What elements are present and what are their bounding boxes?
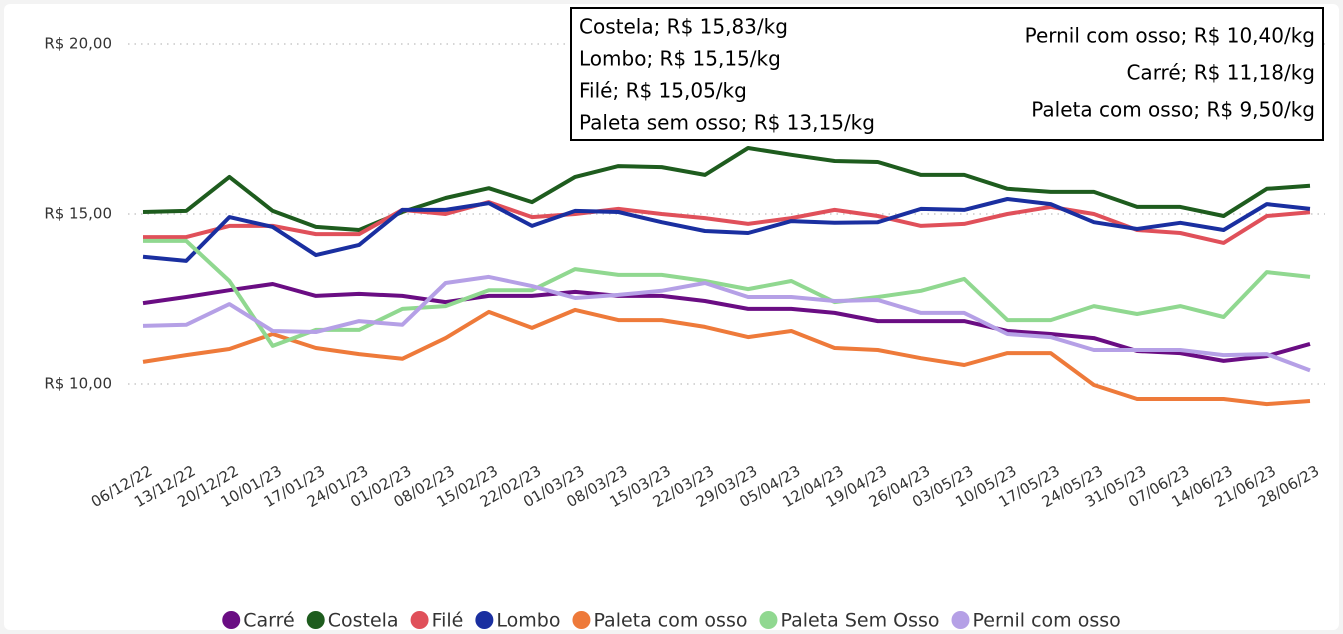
legend-marker — [222, 611, 241, 629]
series-line — [142, 274, 1311, 373]
y-tick-label: R$ 10,00 — [44, 375, 112, 393]
annotation-box — [570, 7, 1324, 141]
legend-label: Carré — [243, 610, 294, 632]
series-line — [142, 197, 1311, 263]
series-line — [142, 282, 1311, 363]
series-line — [143, 200, 1311, 245]
legend-marker — [475, 611, 494, 629]
annotation-text: Lombo; R$ 15,15/kg — [579, 47, 781, 71]
annotation-text: Carré; R$ 11,18/kg — [1126, 61, 1315, 85]
legend-label: Paleta Sem Osso — [780, 610, 939, 632]
series-line — [143, 238, 1311, 348]
legend: Carré Costela Filé Lombo Paleta com osso Pale… — [222, 610, 1121, 632]
legend-marker — [759, 611, 778, 629]
legend-label: Paleta com osso — [593, 610, 747, 632]
legend-marker — [951, 611, 970, 629]
y-tick-label: R$ 20,00 — [44, 35, 112, 53]
legend-label: Filé — [432, 610, 464, 632]
legend-marker — [306, 611, 325, 629]
legend-marker — [572, 611, 591, 629]
series-line — [142, 146, 1311, 232]
legend-marker — [410, 611, 429, 629]
y-tick-label: R$ 15,00 — [44, 205, 112, 223]
card — [4, 4, 1339, 630]
annotation-text: Paleta sem osso; R$ 13,15/kg — [579, 111, 875, 135]
series-line — [142, 307, 1311, 407]
annotation-text: Filé; R$ 15,05/kg — [579, 79, 747, 103]
annotation-text: Paleta com osso; R$ 9,50/kg — [1031, 98, 1315, 122]
legend-label: Lombo — [496, 610, 560, 632]
annotation-text: Costela; R$ 15,83/kg — [579, 15, 788, 39]
annotation-text: Pernil com osso; R$ 10,40/kg — [1025, 24, 1315, 48]
legend-label: Pernil com osso — [973, 610, 1121, 632]
legend-label: Costela — [328, 610, 399, 632]
